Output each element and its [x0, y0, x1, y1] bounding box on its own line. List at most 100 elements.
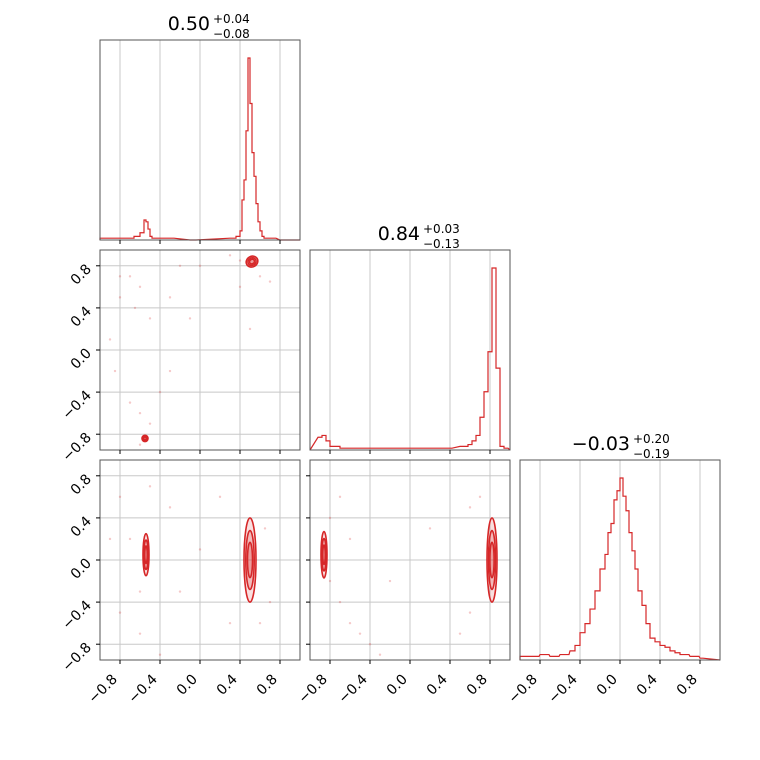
- title-median: 0.84: [378, 223, 420, 245]
- x-tick-label: 0.4: [424, 671, 451, 698]
- scatter-point: [138, 411, 142, 415]
- scatter-point: [368, 643, 372, 646]
- scatter-point: [198, 264, 202, 267]
- scatter-point: [138, 443, 142, 446]
- y-tick-label: 0.4: [68, 513, 95, 540]
- scatter-point: [138, 590, 142, 593]
- histogram-panel-1: [309, 249, 511, 454]
- histogram-step-line: [519, 477, 721, 661]
- title-median: −0.03: [572, 433, 630, 455]
- scatter-point: [348, 621, 352, 625]
- parameter-title-0: 0.50 +0.04−0.08: [168, 12, 250, 41]
- scatter-point: [358, 632, 362, 635]
- scatter-panel-0-2: −0.8 −0.4 0.0 0.4 0.80.80.40.0−0.4−0.8: [59, 459, 301, 707]
- scatter-point: [108, 338, 112, 341]
- scatter-point: [138, 632, 142, 635]
- x-tick-label: −0.8: [85, 672, 120, 707]
- density-contour: [248, 258, 256, 265]
- x-tick-label: −0.4: [335, 671, 370, 706]
- scatter-point: [468, 506, 472, 509]
- density-contour: [321, 544, 327, 566]
- scatter-point: [348, 537, 352, 541]
- density-contour: [142, 436, 148, 441]
- y-tick-label: −0.4: [59, 388, 94, 423]
- title-plus-error: +0.03: [423, 222, 460, 236]
- scatter-point: [133, 306, 137, 310]
- scatter-point: [468, 611, 472, 614]
- title-plus-error: +0.20: [633, 432, 670, 446]
- density-contour: [489, 541, 495, 579]
- scatter-panel-1-2: −0.8 −0.4 0.0 0.4 0.8: [295, 459, 511, 707]
- y-tick-label: 0.4: [68, 303, 95, 330]
- scatter-panel-0-1: 0.8 0.4 0.0 −0.4 −0.8: [59, 249, 301, 465]
- scatter-point: [458, 632, 462, 635]
- y-tick-label: 0.8: [68, 471, 95, 498]
- y-tick-label: 0.0: [68, 556, 95, 583]
- scatter-point: [108, 537, 112, 541]
- parameter-title-2: −0.03 +0.20−0.19: [572, 432, 670, 461]
- title-minus-error: −0.13: [423, 237, 460, 251]
- scatter-point: [248, 327, 252, 331]
- title-minus-error: −0.08: [213, 27, 250, 41]
- scatter-point: [118, 296, 122, 299]
- scatter-point: [128, 401, 132, 404]
- x-tick-label: 0.0: [174, 672, 201, 699]
- scatter-point: [118, 275, 122, 278]
- scatter-point: [338, 495, 342, 499]
- scatter-point: [128, 537, 132, 541]
- scatter-point: [228, 254, 232, 257]
- scatter-point: [188, 317, 192, 320]
- x-tick-label: 0.0: [384, 672, 411, 699]
- scatter-point: [118, 611, 122, 614]
- scatter-point: [328, 516, 332, 520]
- x-tick-label: 0.8: [254, 672, 281, 699]
- x-tick-label: 0.8: [464, 672, 491, 699]
- y-tick-label: −0.8: [59, 640, 94, 675]
- title-minus-error: −0.19: [633, 447, 670, 461]
- scatter-point: [148, 422, 152, 425]
- x-tick-label: 0.0: [594, 672, 621, 699]
- scatter-point: [228, 621, 232, 625]
- scatter-point: [138, 285, 142, 289]
- histogram-step-line: [99, 57, 300, 241]
- x-tick-label: 0.4: [214, 671, 241, 698]
- scatter-point: [478, 495, 482, 499]
- x-tick-label: −0.8: [295, 672, 330, 707]
- x-tick-label: −0.8: [505, 672, 540, 707]
- titles: 0.50 +0.04−0.080.84 +0.03−0.13−0.03 +0.20−0…: [168, 12, 670, 461]
- scatter-point: [158, 653, 162, 656]
- panels: −0.8 −0.4 0.0 0.4 0.80.80.40.0−0.4−0.8−0.8 −0…: [59, 39, 721, 707]
- y-tick-label: −0.8: [59, 430, 94, 465]
- histogram-step-line: [309, 267, 511, 451]
- scatter-point: [148, 485, 152, 488]
- scatter-point: [238, 285, 242, 289]
- scatter-point: [148, 317, 152, 320]
- parameter-title-1: 0.84 +0.03−0.13: [378, 222, 460, 251]
- title-median: 0.50: [168, 13, 210, 35]
- scatter-point: [258, 275, 262, 278]
- scatter-point: [168, 369, 172, 373]
- title-plus-error: +0.04: [213, 12, 250, 26]
- scatter-point: [168, 506, 172, 509]
- y-tick-label: 0.0: [68, 346, 95, 373]
- x-tick-label: −0.4: [125, 671, 160, 706]
- scatter-point: [238, 259, 242, 262]
- density-contour: [246, 541, 254, 579]
- scatter-point: [118, 495, 122, 499]
- y-tick-label: −0.4: [59, 598, 94, 633]
- x-tick-label: −0.4: [545, 671, 580, 706]
- scatter-point: [128, 275, 132, 278]
- scatter-point: [263, 527, 267, 530]
- scatter-point: [198, 548, 202, 551]
- scatter-point: [388, 579, 392, 583]
- scatter-point: [428, 527, 432, 530]
- histogram-panel-2: −0.8 −0.4 0.0 0.4 0.8: [505, 459, 721, 707]
- scatter-point: [168, 296, 172, 299]
- scatter-point: [268, 600, 272, 604]
- x-tick-label: 0.8: [674, 672, 701, 699]
- scatter-point: [268, 280, 272, 283]
- scatter-point: [338, 600, 342, 604]
- scatter-point: [328, 579, 332, 583]
- x-tick-label: 0.4: [634, 671, 661, 698]
